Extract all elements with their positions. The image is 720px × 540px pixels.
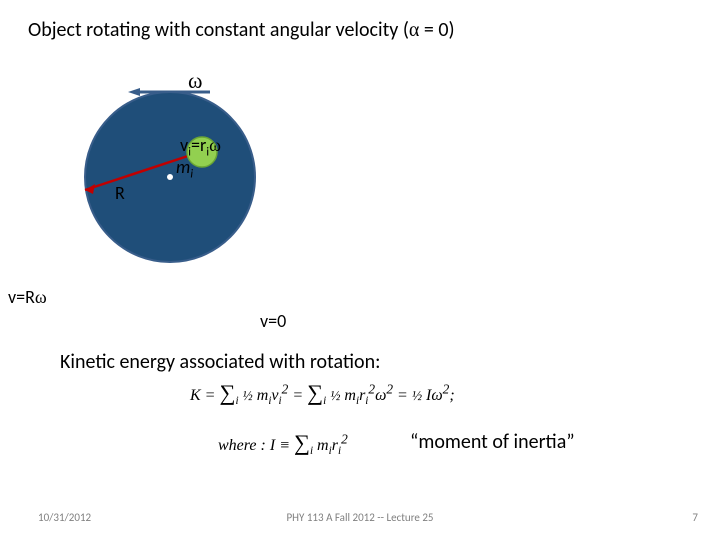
vrw-omega: ω <box>35 287 47 307</box>
vi-omega: ω <box>209 135 221 155</box>
v0-label: v=0 <box>260 310 286 332</box>
slide-title: Object rotating with constant angular ve… <box>28 18 455 42</box>
formula-where: where : I ≡ ∑i miri2 <box>218 430 348 457</box>
title-prefix: Object rotating with constant angular ve… <box>28 18 409 42</box>
mi-m: m <box>176 156 190 178</box>
footer-date: 10/31/2012 <box>38 511 91 524</box>
rotation-diagram <box>40 72 340 312</box>
formula-kinetic: K = ∑i ½ mivi2 = ∑i ½ miri2ω2 = ½ Iω2; <box>190 380 455 407</box>
footer-center: PHY 113 A Fall 2012 -- Lecture 25 <box>286 511 433 524</box>
vrw-prefix: v=R <box>8 286 35 308</box>
vi-mid: =r <box>191 134 206 156</box>
mi-sub: i <box>190 167 193 182</box>
kinetic-energy-text: Kinetic energy associated with rotation: <box>60 350 380 374</box>
center-dot <box>167 174 173 180</box>
footer-page: 7 <box>692 511 698 524</box>
moment-of-inertia-text: “moment of inertia” <box>410 430 575 454</box>
mi-label: mi <box>176 156 193 182</box>
vrw-label: v=Rω <box>8 286 47 308</box>
vi-v: v <box>180 134 188 156</box>
r-label: R <box>115 182 125 204</box>
title-suffix: = 0) <box>419 18 454 42</box>
title-alpha: α <box>409 19 419 41</box>
